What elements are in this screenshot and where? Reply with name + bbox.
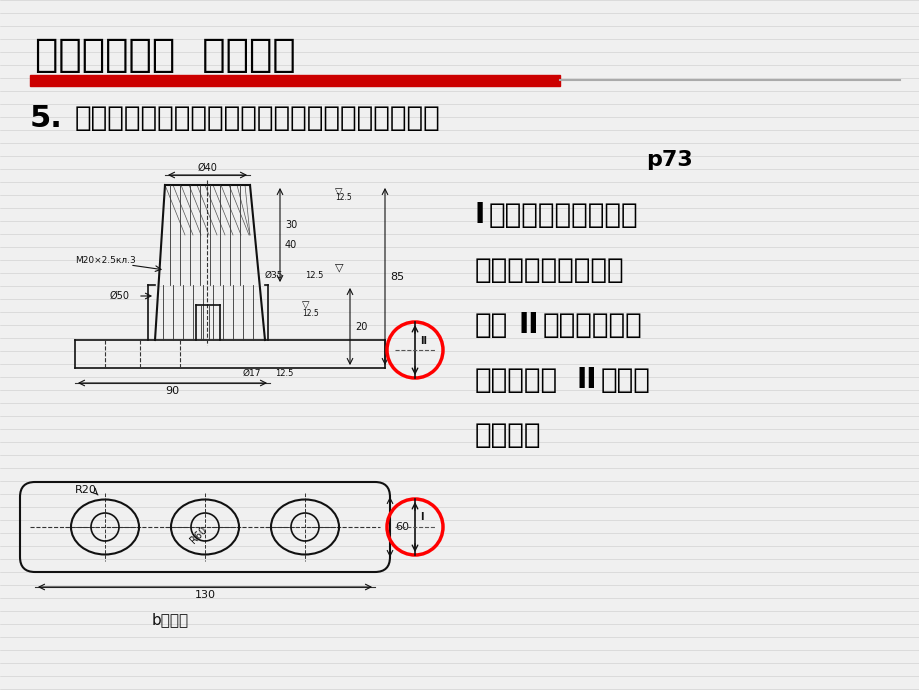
Text: 130: 130 — [194, 590, 215, 600]
Text: Ø40: Ø40 — [198, 163, 217, 173]
Text: I: I — [474, 201, 484, 229]
Text: 85: 85 — [390, 271, 403, 282]
Text: 方案容: 方案容 — [600, 366, 650, 394]
Text: 30: 30 — [285, 220, 297, 230]
Text: p73: p73 — [646, 150, 693, 170]
Text: Ø17: Ø17 — [243, 369, 261, 378]
Text: 12.5: 12.5 — [335, 193, 351, 202]
Text: b）支架: b）支架 — [152, 613, 188, 627]
Text: 安放来看，: 安放来看， — [474, 366, 558, 394]
Text: 易安放。: 易安放。 — [474, 421, 541, 449]
Text: 12.5: 12.5 — [275, 369, 293, 378]
Text: I: I — [420, 512, 423, 522]
Text: II: II — [576, 366, 596, 394]
Text: 图示铸件在单件生产条件下该选用哪种造型方法？: 图示铸件在单件生产条件下该选用哪种造型方法？ — [75, 104, 440, 132]
Text: Ø35: Ø35 — [265, 271, 283, 280]
Bar — [30, 75, 560, 86]
Text: 40: 40 — [285, 240, 297, 250]
Text: 5.: 5. — [30, 104, 62, 132]
Text: ▽: ▽ — [335, 262, 343, 272]
Text: 稍好，从冒口: 稍好，从冒口 — [542, 311, 642, 339]
Text: II: II — [420, 336, 426, 346]
Text: R20: R20 — [75, 485, 96, 495]
Text: 12.5: 12.5 — [301, 309, 318, 318]
Text: 该零件不算太高，故: 该零件不算太高，故 — [474, 256, 624, 284]
Text: M20×2.5кл.3: M20×2.5кл.3 — [75, 255, 136, 264]
Text: ▽: ▽ — [335, 187, 342, 197]
Text: 60: 60 — [394, 522, 409, 532]
Text: 方案存在错箱可能。: 方案存在错箱可能。 — [489, 201, 638, 229]
Text: 20: 20 — [355, 322, 367, 331]
Text: II: II — [518, 311, 539, 339]
Text: 90: 90 — [165, 386, 179, 396]
Text: ▽: ▽ — [301, 300, 309, 310]
Text: 12.5: 12.5 — [305, 271, 323, 280]
Text: 铸造：第三章  砂型铸造: 铸造：第三章 砂型铸造 — [35, 36, 295, 74]
Text: Ø50: Ø50 — [110, 291, 130, 301]
Text: 方案: 方案 — [474, 311, 507, 339]
Text: R60: R60 — [187, 524, 209, 545]
